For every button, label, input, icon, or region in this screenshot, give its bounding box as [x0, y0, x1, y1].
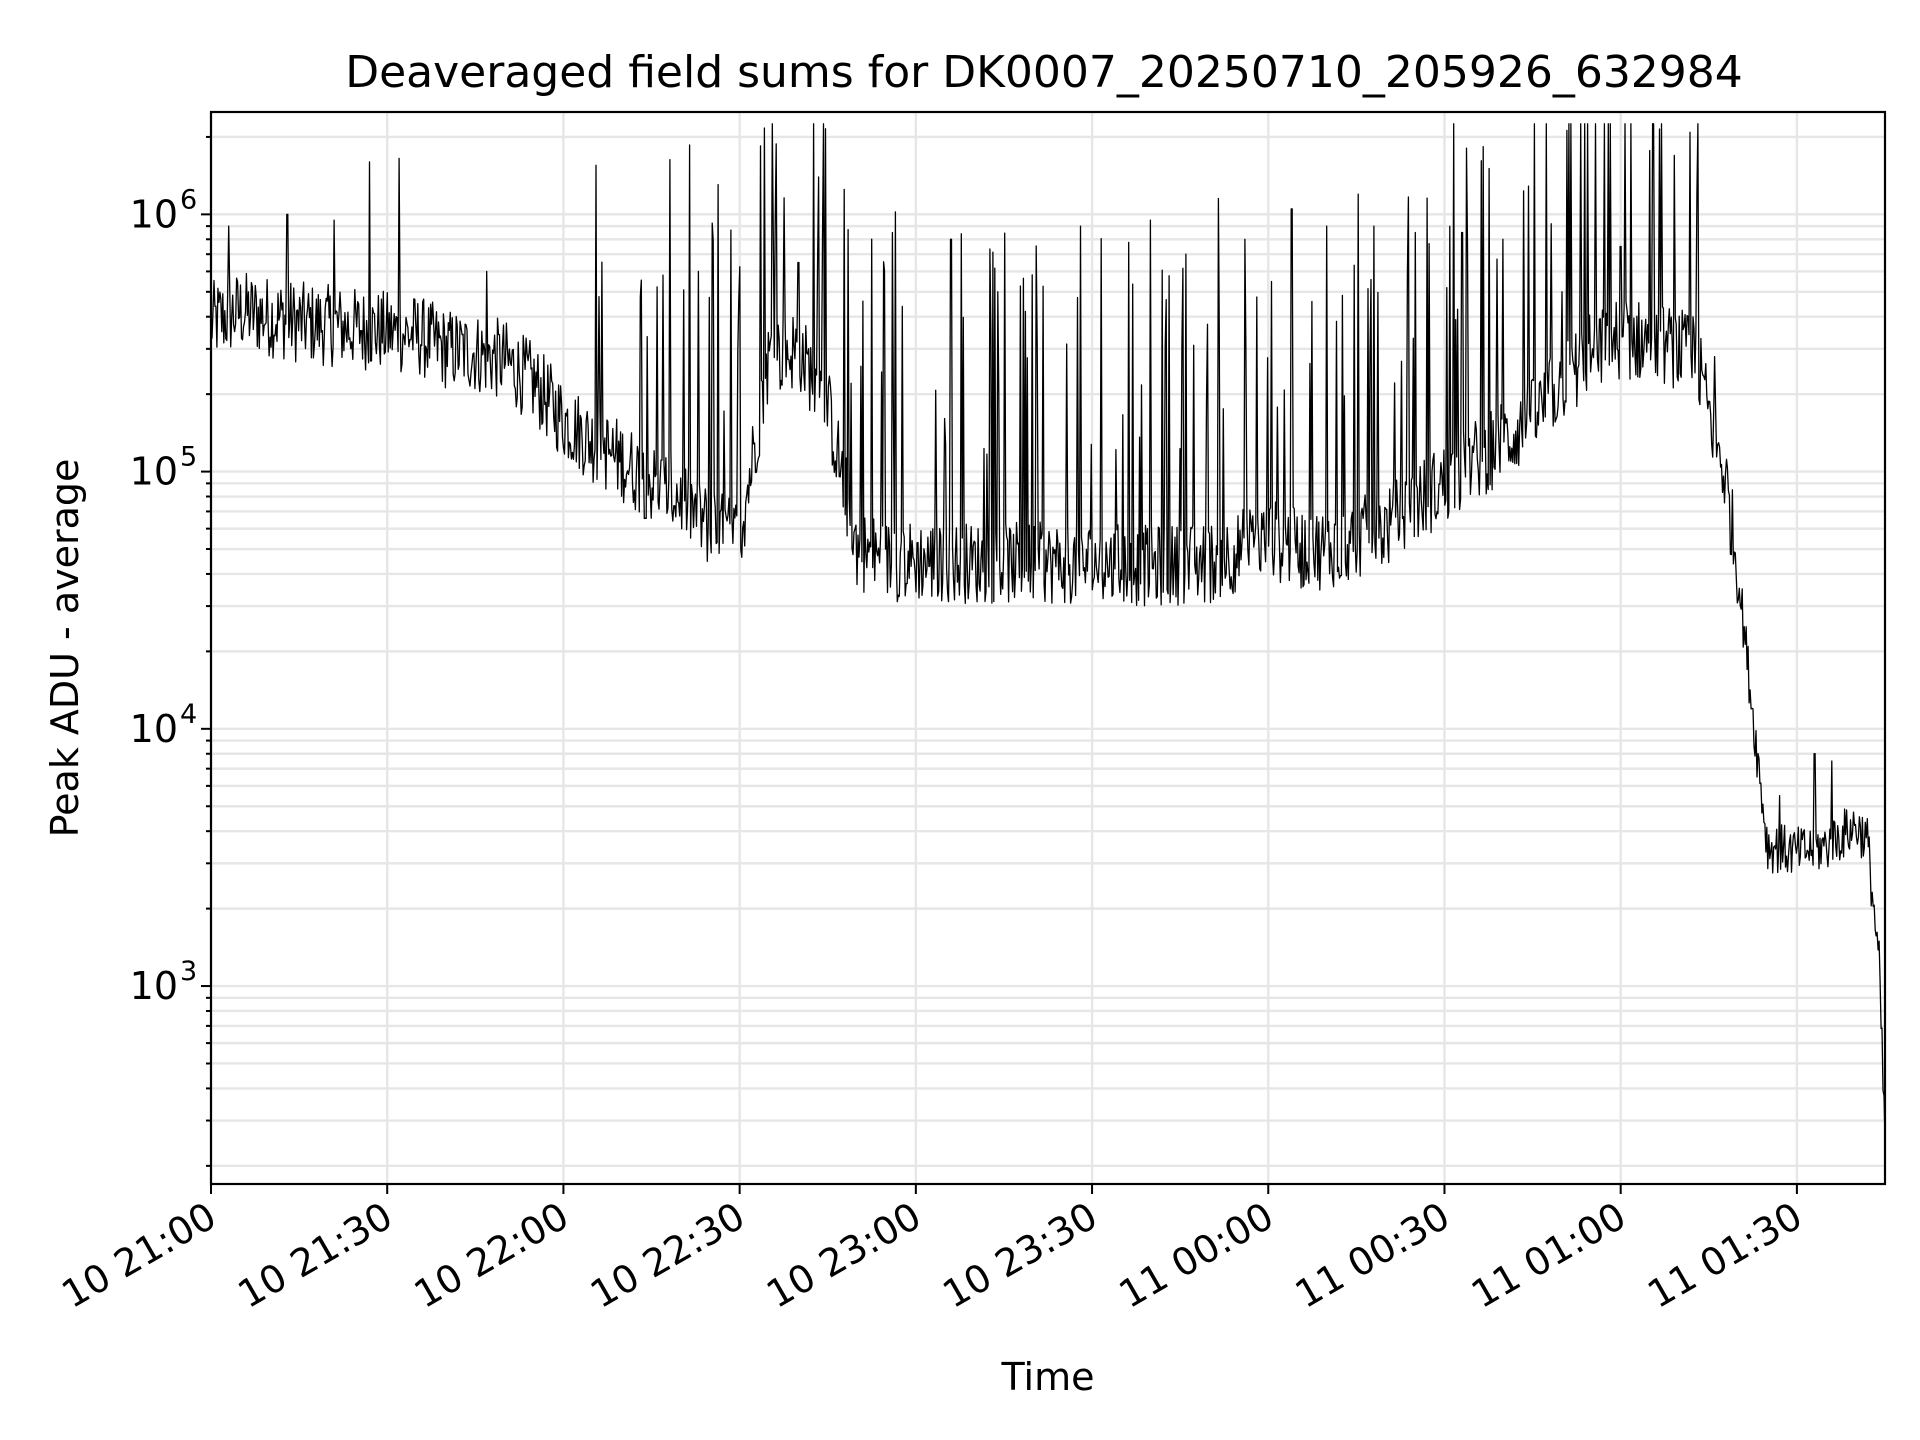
y-tick-label: 10 3 — [130, 956, 198, 1008]
x-tick-label: 10 23:30 — [935, 1194, 1104, 1317]
y-tick-exponent: 6 — [180, 184, 197, 215]
x-tick-label: 11 01:30 — [1640, 1194, 1809, 1317]
y-tick-exponent: 5 — [180, 442, 197, 473]
y-tick-base: 10 — [130, 964, 178, 1008]
y-tick-base: 10 — [130, 707, 178, 751]
x-tick-label: 11 01:00 — [1464, 1194, 1633, 1317]
y-tick-exponent: 3 — [180, 956, 197, 987]
y-tick-label: 10 5 — [130, 442, 198, 494]
plot-frame — [209, 110, 1887, 1186]
y-tick-base: 10 — [130, 450, 178, 494]
x-tick-label: 10 21:00 — [54, 1194, 223, 1317]
x-axis-label: Time — [1001, 1355, 1095, 1399]
x-tick-label: 10 21:30 — [231, 1194, 400, 1317]
chart-title: Deaveraged field sums for DK0007_2025071… — [345, 47, 1743, 98]
x-tick-label: 11 00:30 — [1288, 1194, 1457, 1317]
x-tick-label: 11 00:00 — [1112, 1194, 1281, 1317]
x-tick-label: 10 22:00 — [407, 1194, 576, 1317]
y-tick-exponent: 4 — [180, 699, 197, 730]
x-tick-label: 10 23:00 — [759, 1194, 928, 1317]
x-tick-label: 10 22:30 — [583, 1194, 752, 1317]
series-line — [210, 123, 1886, 1140]
series-area — [210, 123, 1886, 1140]
y-axis-label: Peak ADU - average — [43, 459, 87, 838]
y-tick-base: 10 — [130, 192, 178, 236]
y-tick-label: 10 4 — [130, 699, 198, 751]
y-tick-label: 10 6 — [130, 184, 198, 236]
grid-lines — [209, 112, 1885, 1184]
